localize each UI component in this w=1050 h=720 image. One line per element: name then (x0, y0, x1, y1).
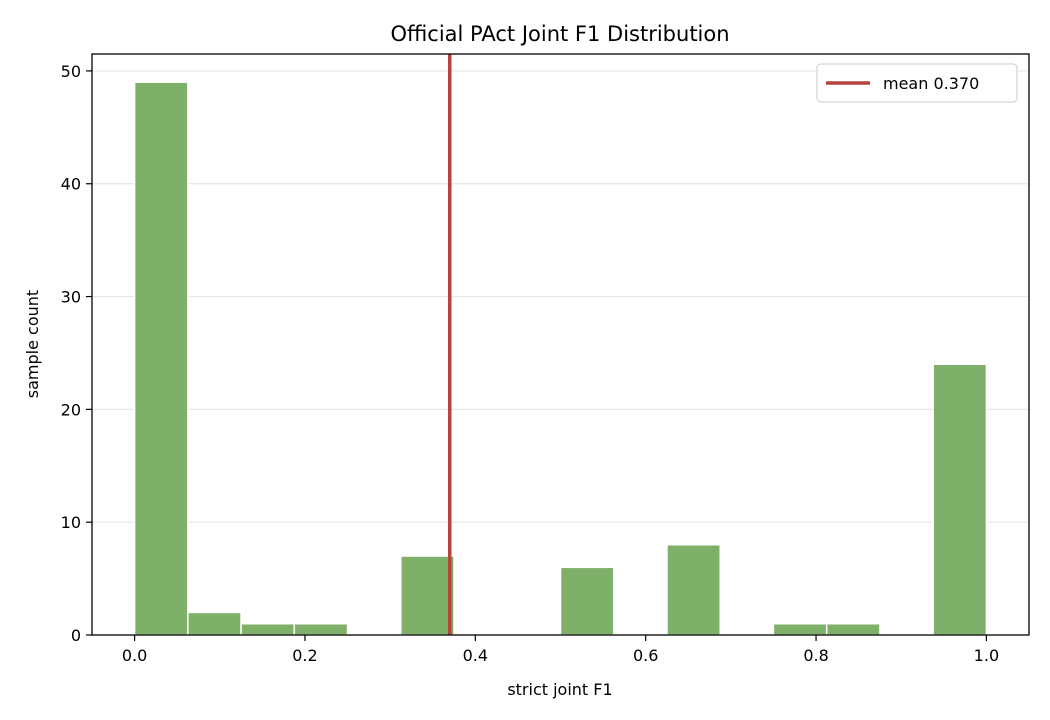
histogram-bar (825, 622, 881, 636)
x-axis-ticks: 0.0 0.2 0.4 0.6 0.8 1.0 (122, 635, 999, 665)
plot-area-frame (91, 53, 1030, 636)
histogram-bar (293, 622, 349, 636)
legend-box (816, 63, 1018, 103)
histogram-bar (187, 611, 242, 636)
y-tick-label: 10 (61, 513, 81, 532)
y-axis-label: sample count (23, 290, 42, 398)
x-tick-label: 0.4 (463, 646, 488, 665)
legend-label: mean 0.370 (883, 74, 979, 93)
y-tick-label: 20 (61, 400, 81, 419)
histogram-bar (772, 622, 828, 636)
histogram-bar (932, 363, 988, 636)
x-tick-label: 1.0 (974, 646, 999, 665)
histogram-bar (400, 555, 455, 636)
legend: mean 0.370 (816, 63, 1018, 103)
x-tick-label: 0.2 (292, 646, 317, 665)
y-tick-label: 50 (61, 62, 81, 81)
x-tick-label: 0.0 (122, 646, 147, 665)
y-tick-label: 0 (71, 626, 81, 645)
chart-title: Official PAct Joint F1 Distribution (390, 22, 729, 46)
histogram-bar (666, 543, 721, 636)
x-axis-label: strict joint F1 (507, 680, 612, 699)
y-tick-label: 30 (61, 288, 81, 307)
x-tick-label: 0.8 (803, 646, 828, 665)
histogram-bar (133, 81, 189, 636)
y-axis-ticks: 0 10 20 30 40 50 (61, 62, 92, 645)
histogram-bar (559, 566, 615, 636)
y-tick-label: 40 (61, 175, 81, 194)
histogram-bars (133, 81, 988, 636)
grid-lines (92, 70, 1029, 523)
x-tick-label: 0.6 (633, 646, 658, 665)
histogram-bar (240, 622, 296, 636)
